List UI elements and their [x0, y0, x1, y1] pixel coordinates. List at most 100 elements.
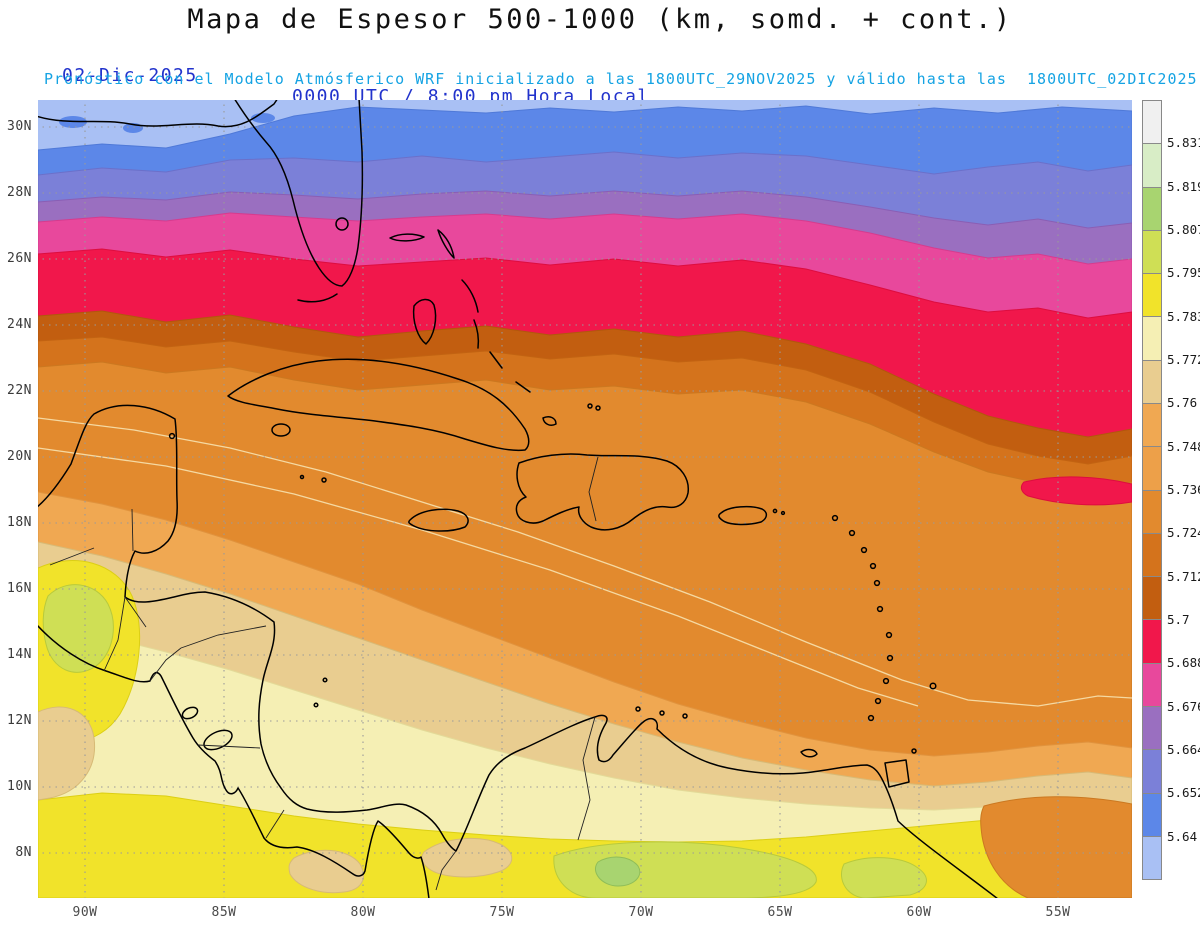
patch-tan-south1 — [288, 849, 364, 894]
lat-label: 8N — [15, 845, 32, 860]
patch-red-east — [1020, 476, 1133, 506]
lesser-antilles — [869, 562, 877, 570]
colorbar-label: 5.795 — [1167, 265, 1200, 281]
forecast-line: Pronóstico con el Modelo Atmósferico WRF… — [44, 70, 1198, 88]
virgin-islands — [780, 510, 786, 516]
lat-label: 14N — [7, 647, 32, 662]
eleuthera — [461, 279, 479, 313]
lon-label: 60W — [906, 905, 932, 920]
colorbar-segment — [1143, 101, 1161, 144]
lat-label: 22N — [7, 383, 32, 398]
colorbar-segment — [1143, 705, 1161, 750]
colorbar-label: 5.688 — [1167, 655, 1200, 671]
colorbar-segment — [1143, 489, 1161, 533]
colorbar-segment — [1143, 749, 1161, 793]
lesser-antilles — [860, 546, 868, 554]
colorbar-label: 5.831 — [1167, 135, 1200, 151]
grid-lines — [36, 98, 1134, 900]
central-america-pacific-coast — [35, 623, 430, 900]
colorbar-segment — [1143, 446, 1161, 490]
colorbar-label: 5.76 — [1167, 395, 1198, 411]
lon-label: 75W — [489, 905, 515, 920]
lon-label: 90W — [72, 905, 98, 920]
coastlines — [35, 97, 999, 900]
patch-bright-green — [595, 856, 641, 887]
colorbar-segment — [1143, 532, 1161, 577]
thickness-map-canvas — [35, 97, 1134, 900]
country-borders — [49, 456, 599, 891]
colorbar-label: 5.7 — [1167, 612, 1190, 627]
providencia — [322, 677, 328, 683]
cozumel — [168, 432, 176, 440]
long-island-bah — [489, 351, 503, 369]
cuba-coast — [227, 358, 530, 452]
lat-label: 18N — [7, 515, 32, 530]
lesser-antilles — [886, 654, 894, 662]
lesser-antilles — [848, 529, 856, 537]
valid-date: 02-Dic-2025 — [62, 65, 198, 86]
central-america-caribbean-coast — [35, 404, 999, 900]
colorbar-segment — [1143, 576, 1161, 620]
colorbar-label: 5.736 — [1167, 482, 1200, 497]
lake-managua — [181, 706, 199, 720]
inagua — [542, 416, 557, 426]
contour-lines — [37, 417, 1133, 707]
colorbar-segment — [1143, 402, 1161, 447]
lat-label: 30N — [7, 119, 32, 134]
lon-label: 55W — [1045, 905, 1071, 920]
abaco — [437, 229, 455, 259]
san-andres — [313, 702, 319, 708]
grand-cayman — [321, 477, 327, 483]
lesser-antilles — [874, 697, 882, 705]
colorbar-label: 5.772 — [1167, 352, 1200, 367]
colorbar — [1142, 100, 1162, 880]
lon-label: 80W — [350, 905, 376, 920]
tobago — [911, 748, 917, 754]
barbados — [929, 682, 937, 690]
turks — [587, 403, 593, 409]
colorbar-label: 5.748 — [1167, 438, 1200, 454]
grand-bahama — [389, 233, 425, 242]
lat-label: 24N — [7, 317, 32, 332]
jamaica-coast — [408, 508, 469, 532]
colorbar-label: 5.807 — [1167, 222, 1200, 237]
map-area: Sisπ- ONAMET/REP.DOM. — [35, 97, 1134, 900]
gulf-coast — [35, 97, 279, 128]
lesser-antilles — [831, 514, 839, 522]
andros — [412, 298, 437, 345]
patch-green-south2 — [841, 857, 927, 899]
patch-orange-corner — [980, 796, 1133, 899]
colorbar-label: 5.676 — [1167, 698, 1200, 714]
florida-coast — [233, 97, 364, 287]
florida-keys — [297, 293, 338, 303]
lat-label: 12N — [7, 713, 32, 728]
colorbar-segment — [1143, 186, 1161, 230]
margarita — [800, 748, 818, 758]
colorbar-label: 5.64 — [1167, 828, 1198, 844]
lon-label: 85W — [211, 905, 237, 920]
colorbar-segment — [1143, 662, 1161, 706]
cayman-brac — [299, 474, 305, 480]
colorbar-segment — [1143, 619, 1161, 663]
lesser-antilles — [867, 714, 875, 722]
colorbar-segment — [1143, 229, 1161, 274]
lesser-antilles — [876, 605, 884, 613]
colorbar-label: 5.652 — [1167, 785, 1200, 801]
lesser-antilles — [873, 579, 881, 587]
isla-juventud — [271, 423, 291, 437]
lat-label: 16N — [7, 581, 32, 596]
turks — [595, 405, 601, 411]
lake-okeechobee — [335, 217, 349, 231]
lake-nicaragua — [203, 729, 233, 751]
crooked-island — [515, 381, 531, 393]
lat-label: 26N — [7, 251, 32, 266]
colorbar-segment — [1143, 143, 1161, 187]
hispaniola-coast — [515, 453, 689, 531]
aruba — [635, 706, 641, 712]
lat-label: 10N — [7, 779, 32, 794]
curacao — [659, 710, 665, 716]
colorbar-segment — [1143, 359, 1161, 403]
colorbar-segment — [1143, 792, 1161, 836]
lat-label: 28N — [7, 185, 32, 200]
